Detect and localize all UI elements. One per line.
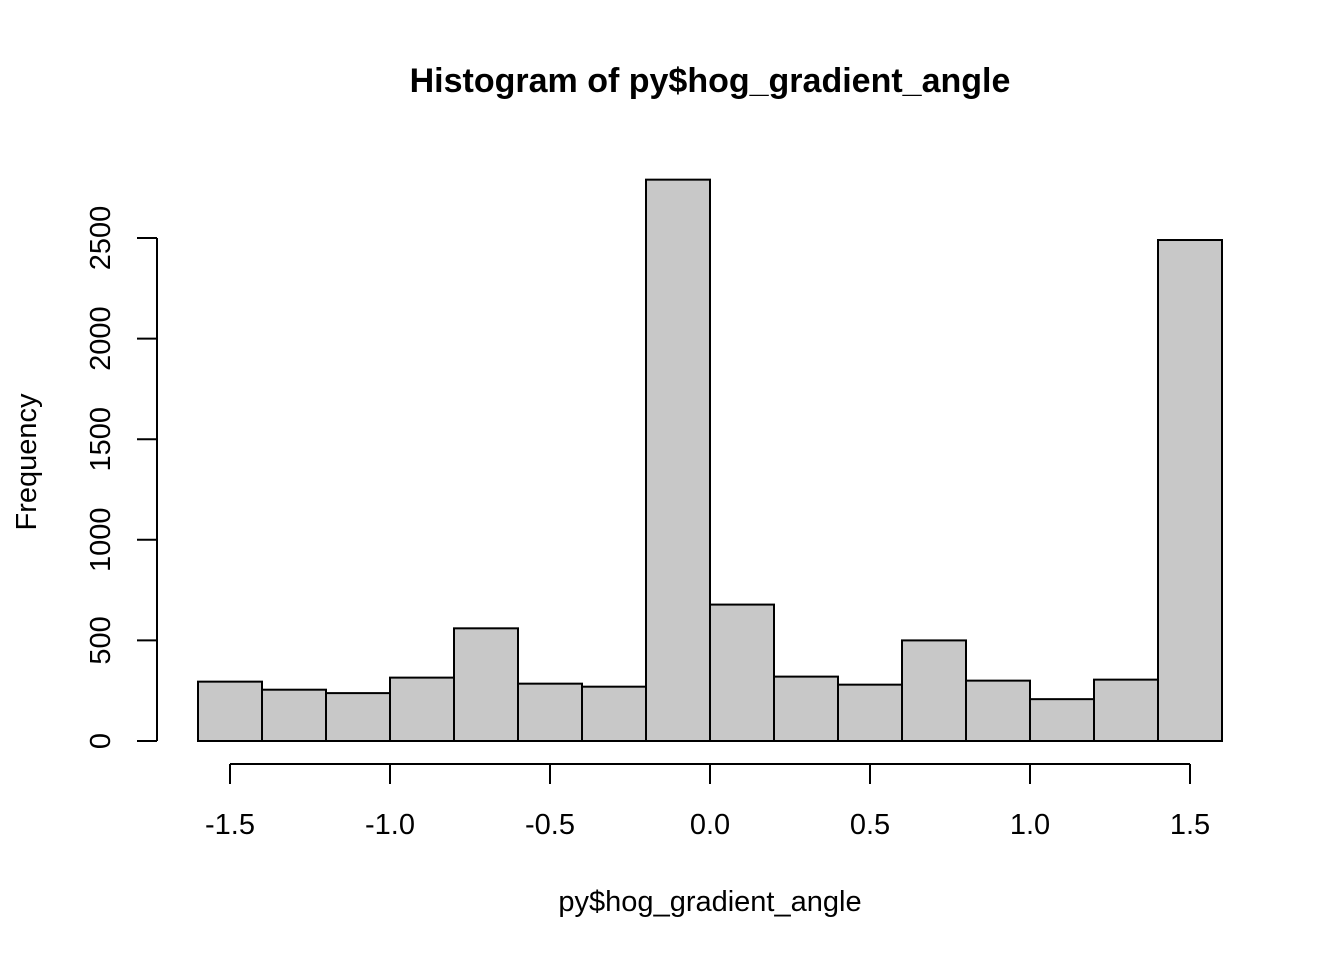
- histogram-bar: [709, 603, 775, 743]
- x-tick-label: -0.5: [525, 809, 575, 841]
- x-tick-label: -1.0: [365, 809, 415, 841]
- y-tick-label: 2500: [85, 206, 117, 271]
- x-axis-label: py$hog_gradient_angle: [558, 886, 861, 918]
- histogram-bar: [901, 639, 967, 743]
- y-axis-label: Frequency: [11, 393, 43, 531]
- histogram-bar: [837, 683, 903, 742]
- histogram-bar: [453, 627, 519, 742]
- x-tick-label: -1.5: [205, 809, 255, 841]
- x-axis: -1.5 -1.0 -0.5 0.0 0.5 1.0 1.5: [205, 763, 1210, 841]
- y-axis: 0 500 1000 1500 2000 2500: [85, 206, 158, 749]
- histogram-bar: [517, 682, 583, 743]
- chart-title: Histogram of py$hog_gradient_angle: [410, 62, 1011, 100]
- x-tick-label: 0.5: [850, 809, 890, 841]
- y-tick-label: 500: [85, 616, 117, 664]
- histogram-bar: [325, 692, 391, 742]
- histogram-bar: [645, 178, 711, 743]
- y-tick-label: 1000: [85, 508, 117, 573]
- y-tick-label: 1500: [85, 407, 117, 472]
- x-tick-label: 0.0: [690, 809, 730, 841]
- histogram-bar: [1093, 678, 1159, 742]
- histogram-bar: [965, 679, 1031, 743]
- histogram-bar: [197, 680, 263, 742]
- histogram-bar: [389, 676, 455, 743]
- histogram-bar: [261, 688, 327, 742]
- x-tick-label: 1.0: [1010, 809, 1050, 841]
- bars-group: [197, 178, 1223, 743]
- x-tick-label: 1.5: [1170, 809, 1210, 841]
- histogram-bar: [1029, 698, 1095, 742]
- histogram-bar: [773, 675, 839, 743]
- histogram-bar: [581, 685, 647, 743]
- y-tick-label: 0: [85, 733, 117, 749]
- y-tick-label: 2000: [85, 306, 117, 371]
- histogram-bar: [1157, 239, 1223, 742]
